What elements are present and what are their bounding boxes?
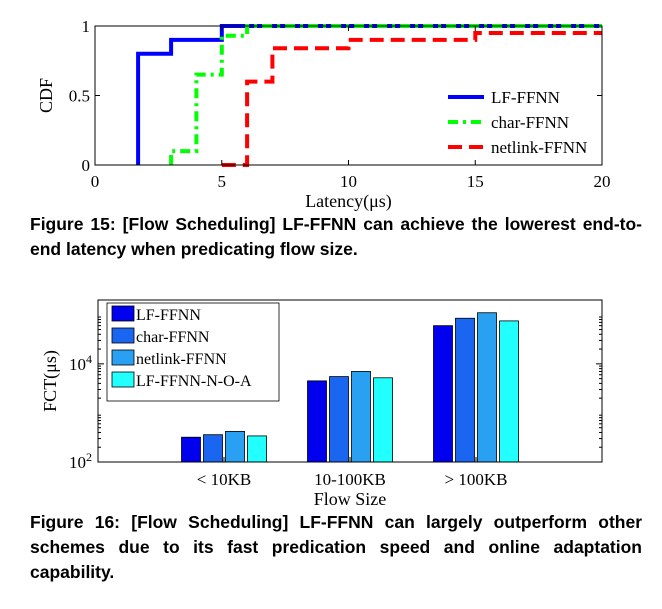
fct-bar-chart: < 10KB 10-100KB > 100KB 102 104 Flow Size FCT(… [40, 299, 603, 509]
bar-2-1 [455, 317, 475, 463]
y-axis-label: CDF [36, 78, 56, 113]
latency-cdf-chart: 0 5 10 15 20 0 0.5 1 Latency(μs) CDF LF-FFNN char-F… [36, 17, 611, 212]
x-axis-label: Latency(μs) [305, 191, 392, 212]
y-axis-label: FCT(μs) [40, 350, 61, 412]
series-line-1 [169, 24, 602, 165]
plot-frame [97, 299, 603, 463]
bar-2-0 [433, 325, 453, 463]
x-tick-label-1: 5 [218, 172, 227, 191]
bar-0-3 [247, 435, 267, 463]
y-tick-label-1: 104 [69, 352, 92, 374]
y-tick-label-2: 1 [82, 17, 91, 36]
x-tick-label-0: 0 [91, 172, 100, 191]
x-axis-label: Flow Size [314, 489, 387, 509]
legend-swatch-0 [111, 305, 135, 322]
figure-15-caption: Figure 15: [Flow Scheduling] LF-FFNN can… [30, 214, 642, 259]
legend-label-0: LF-FFNN [491, 88, 560, 107]
bar-0-1 [203, 434, 223, 463]
legend-box [106, 302, 280, 402]
legend-label-1: char-FFNN [136, 329, 210, 346]
bar-1-2 [351, 371, 371, 463]
figure-16-caption: Figure 16: [Flow Scheduling] LF-FFNN can… [30, 512, 642, 582]
y-tick-label-1: 0.5 [69, 87, 90, 106]
x-tick-label-0: < 10KB [197, 470, 251, 489]
bar-2-3 [499, 320, 519, 463]
legend-label-2: netlink-FFNN [491, 138, 587, 157]
legend-swatch-3 [111, 371, 135, 388]
legend-label-3: LF-FFNN-N-O-A [136, 373, 252, 390]
x-tick-label-2: 10 [340, 172, 357, 191]
bar-2-2 [477, 312, 497, 463]
bar-0-2 [225, 431, 245, 463]
y-tick-label-0: 102 [69, 450, 92, 472]
legend-swatch-2 [111, 349, 135, 366]
x-tick-label-2: > 100KB [445, 470, 508, 489]
bar-1-1 [329, 376, 349, 463]
bar-1-3 [373, 377, 393, 463]
series-line-2 [221, 31, 602, 167]
x-tick-label-4: 20 [594, 172, 611, 191]
bar-0-0 [181, 436, 201, 463]
y-tick-label-0: 0 [82, 156, 91, 175]
legend-label-2: netlink-FFNN [136, 351, 227, 368]
legend-swatch-1 [111, 327, 135, 344]
legend-label-0: LF-FFNN [136, 307, 201, 324]
legend-label-1: char-FFNN [491, 113, 569, 132]
x-tick-label-3: 15 [467, 172, 484, 191]
x-tick-label-1: 10-100KB [314, 470, 386, 489]
bar-1-0 [307, 380, 327, 463]
